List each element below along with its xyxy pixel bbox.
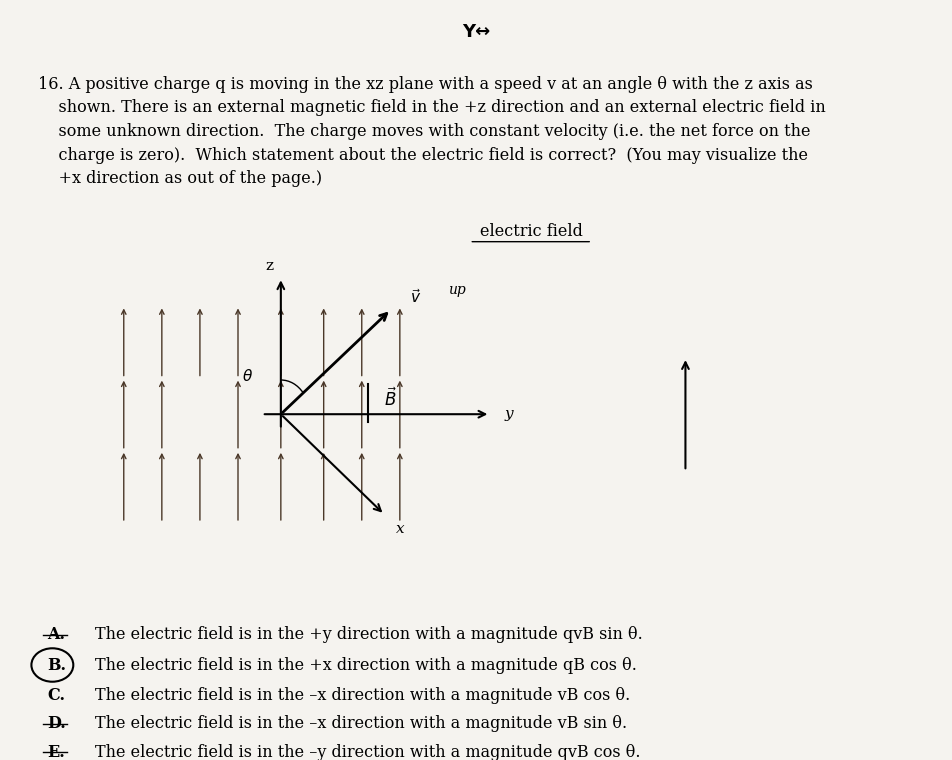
Text: E.: E.: [48, 744, 66, 760]
Text: The electric field is in the –x direction with a magnitude vB cos θ.: The electric field is in the –x directio…: [95, 687, 630, 704]
Text: A.: A.: [48, 626, 66, 643]
Text: The electric field is in the +x direction with a magnitude qB cos θ.: The electric field is in the +x directio…: [95, 657, 637, 673]
Text: B.: B.: [48, 657, 67, 673]
Text: z: z: [266, 259, 273, 273]
Text: Y↔: Y↔: [462, 23, 490, 41]
Text: x: x: [396, 522, 405, 537]
Text: $\vec{v}$: $\vec{v}$: [410, 287, 421, 306]
Text: D.: D.: [48, 715, 67, 732]
Text: y: y: [505, 407, 513, 421]
Text: $\vec{B}$: $\vec{B}$: [384, 388, 397, 410]
Text: up: up: [448, 283, 466, 297]
Text: The electric field is in the +y direction with a magnitude qvB sin θ.: The electric field is in the +y directio…: [95, 626, 643, 643]
Text: electric field: electric field: [480, 223, 583, 240]
Text: $\theta$: $\theta$: [242, 368, 253, 385]
Text: The electric field is in the –y direction with a magnitude qvB cos θ.: The electric field is in the –y directio…: [95, 744, 641, 760]
Text: 16. A positive charge q is moving in the xz plane with a speed v at an angle θ w: 16. A positive charge q is moving in the…: [38, 76, 825, 187]
Text: The electric field is in the –x direction with a magnitude vB sin θ.: The electric field is in the –x directio…: [95, 715, 627, 732]
Text: C.: C.: [48, 687, 66, 704]
